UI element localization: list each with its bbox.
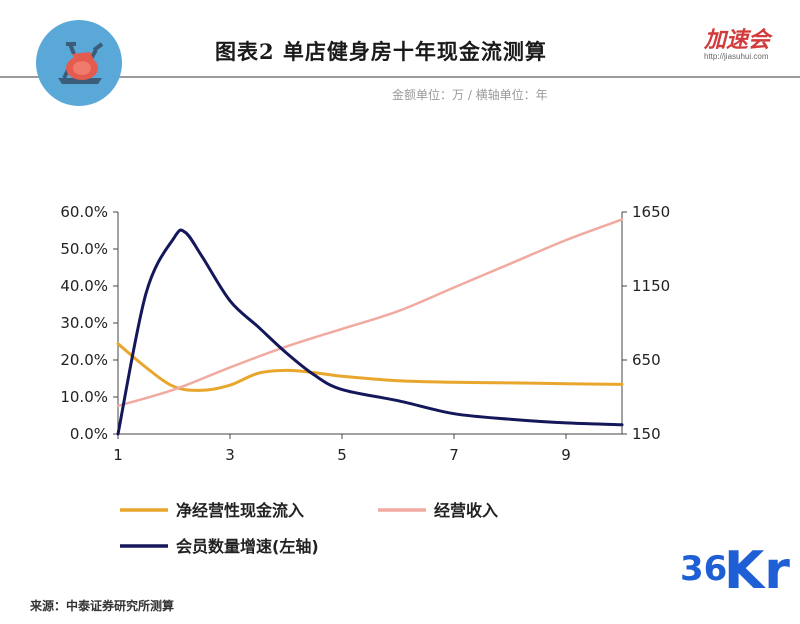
series-line-revenue xyxy=(116,218,624,408)
header-divider xyxy=(0,76,800,78)
x-tick-label: 1 xyxy=(113,446,123,464)
right-tick-label: 1150 xyxy=(632,277,670,295)
series-line-member-growth xyxy=(116,228,624,436)
source-note: 来源：中泰证券研究所测算 xyxy=(30,599,175,613)
right-tick-label: 1650 xyxy=(632,203,670,221)
left-tick-label: 10.0% xyxy=(60,388,108,406)
left-tick-label: 50.0% xyxy=(60,240,108,258)
exercise-bike-icon xyxy=(58,42,104,84)
units-note: 金额单位：万 / 横轴单位：年 xyxy=(392,88,548,102)
right-tick-label: 150 xyxy=(632,425,661,443)
36kr-logo: 36 Kr xyxy=(680,541,792,603)
badge xyxy=(36,20,122,106)
brand-logo: 加速会 http://jiasuhui.com xyxy=(704,22,794,70)
chart: 60.0%50.0%40.0%30.0%20.0%10.0%0.0%165011… xyxy=(60,203,670,556)
page-title: 图表2 单店健身房十年现金流测算 xyxy=(215,39,547,64)
legend-label: 净经营性现金流入 xyxy=(176,501,304,520)
left-tick-label: 30.0% xyxy=(60,314,108,332)
x-tick-label: 5 xyxy=(337,446,347,464)
brand-text: 加速会 xyxy=(704,28,771,53)
left-tick-label: 0.0% xyxy=(70,425,108,443)
left-tick-label: 20.0% xyxy=(60,351,108,369)
brand-url: http://jiasuhui.com xyxy=(704,52,769,61)
kr-logo-number: 36 xyxy=(680,549,728,589)
legend-label: 经营收入 xyxy=(434,501,498,520)
kr-logo-letters: Kr xyxy=(724,541,790,601)
left-tick-label: 40.0% xyxy=(60,277,108,295)
x-tick-label: 3 xyxy=(225,446,235,464)
right-tick-label: 650 xyxy=(632,351,661,369)
x-tick-label: 9 xyxy=(561,446,571,464)
left-tick-label: 60.0% xyxy=(60,203,108,221)
legend-label: 会员数量增速(左轴) xyxy=(176,537,319,556)
x-tick-label: 7 xyxy=(449,446,459,464)
